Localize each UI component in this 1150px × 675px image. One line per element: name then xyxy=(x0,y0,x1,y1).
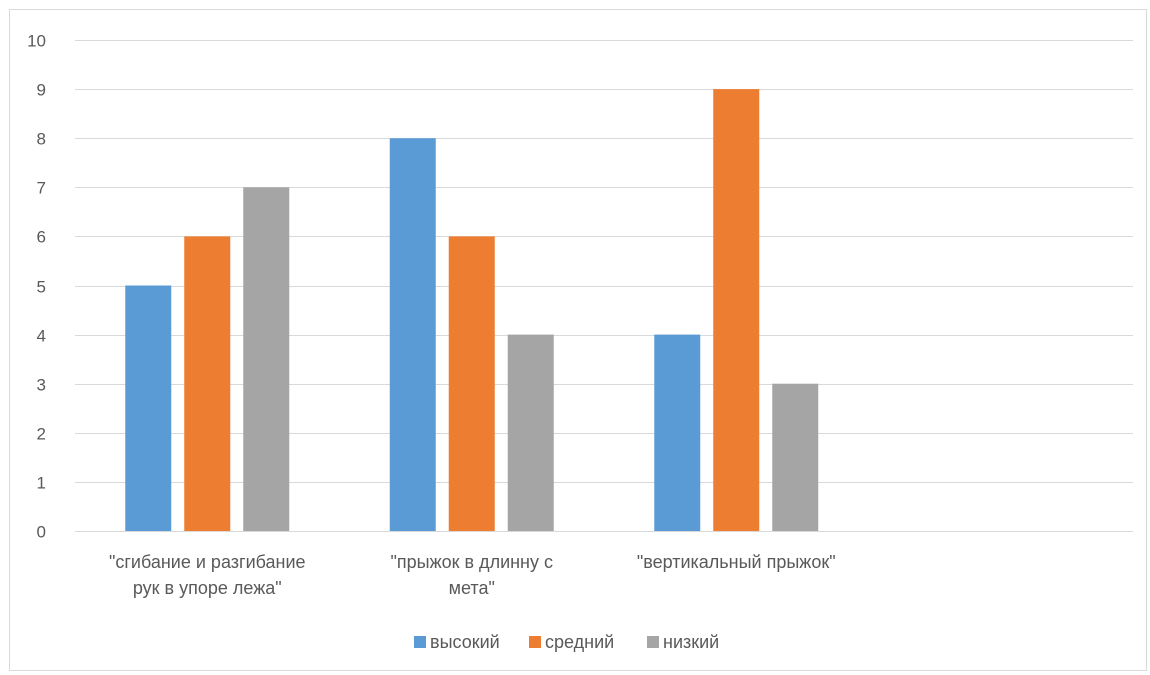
bar-высокий xyxy=(654,334,701,531)
bars xyxy=(125,89,819,532)
bar-низкий xyxy=(772,383,819,531)
legend-item-низкий[interactable]: низкий xyxy=(647,632,719,652)
legend[interactable]: высокий средний низкий xyxy=(414,632,719,652)
bar-высокий xyxy=(125,285,172,531)
x-tick-label: "вертикальный прыжок" xyxy=(637,552,836,572)
legend-swatch xyxy=(647,636,659,648)
y-axis-ticks: 0 1 2 3 4 5 6 7 8 9 10 xyxy=(27,32,46,542)
bar-средний xyxy=(184,236,231,531)
bar-высокий xyxy=(389,138,436,531)
y-tick-label: 4 xyxy=(37,327,46,346)
bar-низкий xyxy=(243,187,290,532)
y-tick-label: 0 xyxy=(37,523,46,542)
x-tick-label: мета" xyxy=(449,578,495,598)
legend-label: средний xyxy=(545,632,614,652)
y-tick-label: 8 xyxy=(37,130,46,149)
legend-label: высокий xyxy=(430,632,500,652)
y-tick-label: 5 xyxy=(37,278,46,297)
legend-item-высокий[interactable]: высокий xyxy=(414,632,500,652)
legend-swatch xyxy=(529,636,541,648)
legend-swatch xyxy=(414,636,426,648)
y-tick-label: 7 xyxy=(37,179,46,198)
bar-низкий xyxy=(507,334,554,531)
bar-средний xyxy=(713,89,760,531)
gridlines xyxy=(75,40,1133,532)
x-tick-label: "сгибание и разгибание xyxy=(109,552,306,572)
x-tick-label: "прыжок в длинну с xyxy=(390,552,553,572)
y-tick-label: 3 xyxy=(37,376,46,395)
x-axis-labels: "сгибание и разгибание рук в упоре лежа" "… xyxy=(109,552,836,598)
bar-средний xyxy=(448,236,495,531)
y-tick-label: 6 xyxy=(37,228,46,247)
y-tick-label: 2 xyxy=(37,425,46,444)
legend-item-средний[interactable]: средний xyxy=(529,632,614,652)
y-tick-label: 1 xyxy=(37,474,46,493)
y-tick-label: 9 xyxy=(37,81,46,100)
x-tick-label: рук в упоре лежа" xyxy=(133,578,282,598)
legend-label: низкий xyxy=(663,632,719,652)
y-tick-label: 10 xyxy=(27,32,46,51)
